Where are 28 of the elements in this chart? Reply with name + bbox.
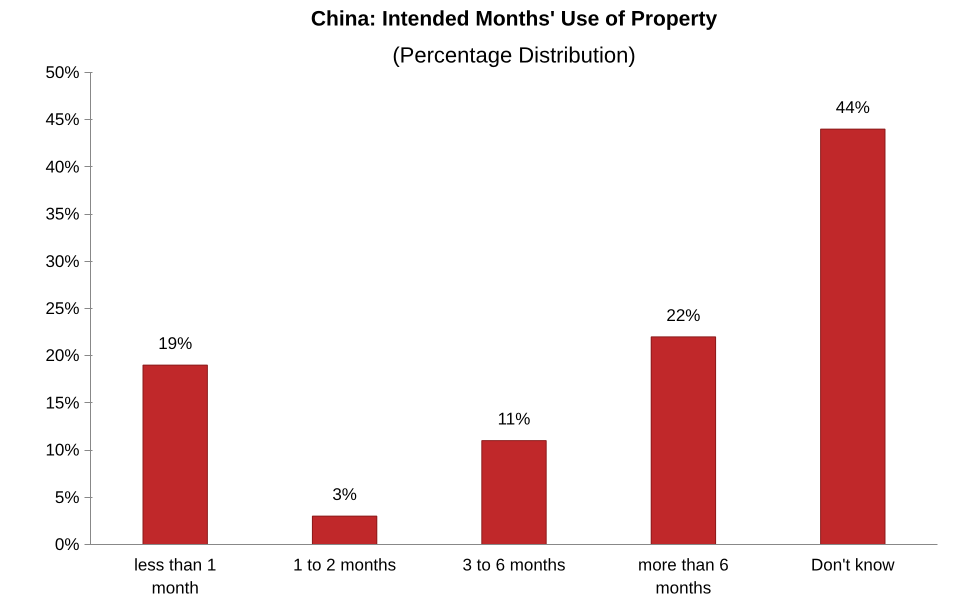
chart-title: China: Intended Months' Use of Property [310,8,718,30]
bar [312,516,378,544]
y-tick-label: 0% [54,535,80,554]
y-tick-label: 25% [45,299,80,318]
bar [142,364,208,544]
y-tick-label: 5% [54,488,80,507]
y-tick-label: 50% [45,63,80,82]
y-tick-label: 10% [45,440,80,460]
y-tick-label: 30% [45,252,80,271]
bar [481,440,547,544]
x-tick-label: more than 6 months [638,556,729,598]
x-tick-label: Don't know [811,556,896,574]
y-tick-label: 15% [45,393,80,412]
data-label: 19% [158,334,192,354]
y-tick-label: 45% [45,110,80,130]
data-label: 3% [332,485,357,504]
data-label: 44% [836,98,870,118]
y-tick-label: 40% [45,157,80,176]
bar [650,336,716,544]
y-tick-label: 35% [45,204,80,224]
bar [820,128,886,544]
x-tick-label: 3 to 6 months [462,556,566,574]
data-label: 11% [498,410,530,429]
chart-subtitle: (Percentage Distribution) [392,42,636,68]
x-tick-label: less than 1 month [134,556,216,598]
y-tick-label: 20% [45,346,80,366]
x-tick-label: 1 to 2 months [293,556,396,574]
data-label: 22% [666,306,700,325]
